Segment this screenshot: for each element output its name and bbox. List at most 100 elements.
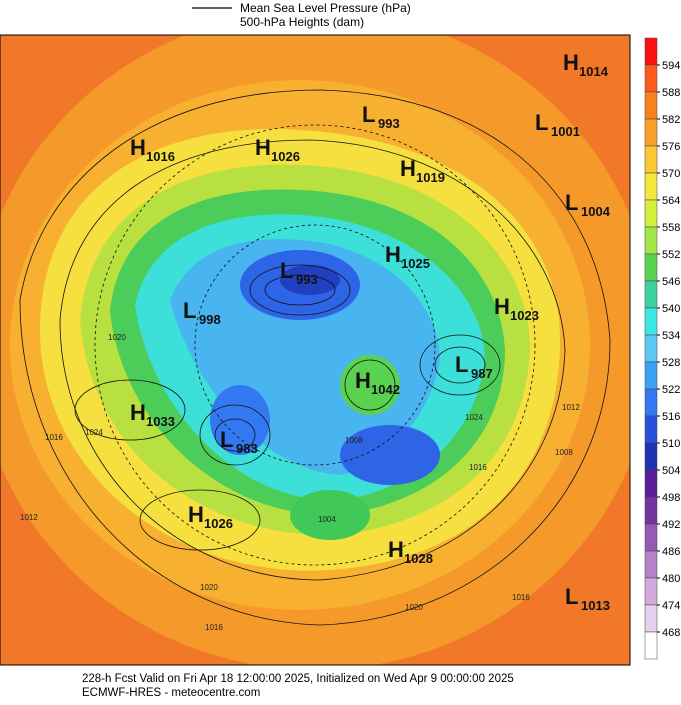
colorbar-box [644, 334, 658, 363]
system-pressure: 1013 [581, 598, 610, 613]
colorbar-label: 468 [662, 627, 680, 639]
system-pressure: 1026 [271, 149, 300, 164]
system-pressure: 1042 [371, 382, 400, 397]
system-letter: H [563, 50, 579, 75]
colorbar-label: 528 [662, 357, 680, 369]
colorbar-label: 474 [662, 600, 680, 612]
system-pressure: 1014 [579, 64, 609, 79]
system-pressure: 1023 [510, 308, 539, 323]
contour-label: 1016 [512, 593, 530, 602]
system-letter: L [220, 427, 233, 452]
contour-label: 1024 [85, 428, 103, 437]
colorbar-box [644, 388, 658, 417]
colorbar-box [644, 415, 658, 444]
legend-item: Mean Sea Level Pressure (hPa) [240, 1, 411, 15]
system-letter: L [183, 298, 196, 323]
colorbar-box [644, 91, 658, 120]
colorbar-box [644, 253, 658, 282]
colorbar-box [644, 523, 658, 552]
contour-label: 1008 [345, 436, 363, 445]
system-letter: H [355, 368, 371, 393]
colorbar-label: 492 [662, 519, 680, 531]
system-letter: L [455, 352, 468, 377]
system-letter: L [535, 110, 548, 135]
footer-line: 228-h Fcst Valid on Fri Apr 18 12:00:00 … [82, 673, 514, 685]
system-letter: H [385, 242, 401, 267]
contour-label: 1020 [200, 583, 218, 592]
colorbar-box [644, 199, 658, 228]
system-pressure: 1033 [146, 414, 175, 429]
system-letter: H [188, 502, 204, 527]
contour-label: 1012 [562, 403, 580, 412]
colorbar-box [644, 118, 658, 147]
colorbar-label: 522 [662, 384, 680, 396]
colorbar-box [644, 496, 658, 525]
system-letter: H [255, 135, 271, 160]
contour-label: 1016 [45, 433, 63, 442]
footer-line: ECMWF-HRES - meteocentre.com [82, 687, 260, 699]
colorbar-box [644, 550, 658, 579]
colorbar-label: 516 [662, 411, 680, 423]
colorbar-label: 546 [662, 276, 680, 288]
colorbar-label: 534 [662, 330, 680, 342]
colorbar-label: 540 [662, 303, 680, 315]
system-letter: L [565, 190, 578, 215]
system-pressure: 1016 [146, 149, 175, 164]
system-pressure: 983 [236, 441, 258, 456]
system-pressure: 987 [471, 366, 493, 381]
system-pressure: 993 [296, 272, 318, 287]
colorbar-label: 594 [662, 60, 680, 72]
system-pressure: 993 [378, 116, 400, 131]
colorbar-label: 564 [662, 195, 680, 207]
colorbar-label: 504 [662, 465, 680, 477]
colorbar-label: 582 [662, 114, 680, 126]
colorbar-label: 558 [662, 222, 680, 234]
colorbar-box [644, 172, 658, 201]
colorbar-box [644, 37, 658, 66]
system-letter: H [494, 294, 510, 319]
colorbar-box [644, 361, 658, 390]
system-pressure: 1028 [404, 551, 433, 566]
contour-label: 1016 [469, 463, 487, 472]
system-pressure: 1026 [204, 516, 233, 531]
colorbar-box [644, 577, 658, 606]
system-letter: H [388, 537, 404, 562]
contour-label: 1012 [20, 513, 38, 522]
system-letter: H [130, 400, 146, 425]
contour-label: 1020 [108, 333, 126, 342]
system-letter: H [400, 156, 416, 181]
system-letter: L [362, 102, 375, 127]
contour-label: 1004 [318, 515, 336, 524]
colorbar-label: 588 [662, 87, 680, 99]
colorbar-box [644, 280, 658, 309]
contour-label: 1020 [405, 603, 423, 612]
colorbar-label: 576 [662, 141, 680, 153]
colorbar-box [644, 442, 658, 471]
system-letter: L [565, 584, 578, 609]
colorbar-label: 498 [662, 492, 680, 504]
colorbar-box [644, 631, 658, 660]
system-letter: H [130, 135, 146, 160]
system-pressure: 1004 [581, 204, 611, 219]
map [0, 35, 630, 665]
colorbar-box [644, 145, 658, 174]
colorbar-label: 486 [662, 546, 680, 558]
contour-label: 1008 [555, 448, 573, 457]
colorbar-label: 570 [662, 168, 680, 180]
colorbar-box [644, 64, 658, 93]
system-pressure: 1025 [401, 256, 430, 271]
system-pressure: 998 [199, 312, 221, 327]
system-pressure: 1001 [551, 124, 580, 139]
system-letter: L [280, 258, 293, 283]
contour-label: 1024 [465, 413, 483, 422]
colorbar-box [644, 469, 658, 498]
colorbar-box [644, 307, 658, 336]
colorbar-label: 510 [662, 438, 680, 450]
colorbar-label: 552 [662, 249, 680, 261]
colorbar-box [644, 604, 658, 633]
contour-label: 1016 [205, 623, 223, 632]
map-frame [0, 34, 631, 666]
legend-item: 500-hPa Heights (dam) [240, 15, 364, 29]
colorbar-box [644, 226, 658, 255]
